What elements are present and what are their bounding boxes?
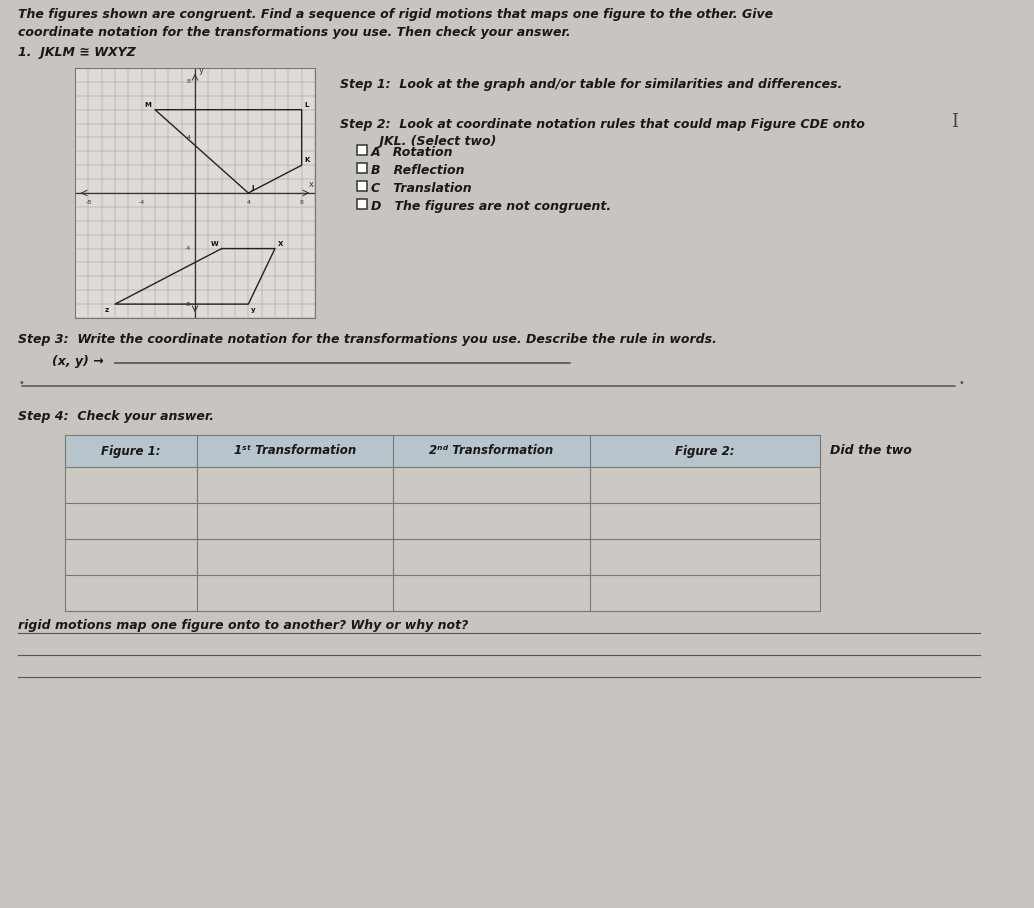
Text: -4: -4 [185, 246, 191, 251]
Bar [65, 467, 820, 503]
Text: X: X [278, 241, 283, 247]
Text: z: z [104, 308, 109, 313]
Bar [65, 539, 820, 575]
Text: Step 2:  Look at coordinate notation rules that could map Figure CDE onto: Step 2: Look at coordinate notation rule… [340, 118, 864, 131]
Bar [357, 163, 367, 173]
Text: I: I [951, 113, 959, 131]
Text: rigid motions map one figure onto to another? Why or why not?: rigid motions map one figure onto to ano… [18, 619, 468, 632]
Text: Figure 2:: Figure 2: [675, 445, 734, 458]
Text: 1ˢᵗ Transformation: 1ˢᵗ Transformation [234, 445, 357, 458]
Text: (x, y) →: (x, y) → [52, 355, 103, 368]
Bar [65, 435, 820, 467]
Text: L: L [304, 102, 309, 108]
Text: y: y [199, 66, 204, 75]
Bar [357, 181, 367, 191]
Text: coordinate notation for the transformations you use. Then check your answer.: coordinate notation for the transformati… [18, 26, 571, 39]
Text: A   Rotation: A Rotation [371, 146, 454, 159]
Bar [357, 199, 367, 209]
Text: x: x [308, 180, 313, 189]
Text: JKL. (Select two): JKL. (Select two) [340, 135, 496, 148]
Text: The figures shown are congruent. Find a sequence of rigid motions that maps one : The figures shown are congruent. Find a … [18, 8, 773, 21]
Text: 2ⁿᵈ Transformation: 2ⁿᵈ Transformation [429, 445, 553, 458]
Text: 4: 4 [187, 135, 191, 140]
Text: Step 3:  Write the coordinate notation for the transformations you use. Describe: Step 3: Write the coordinate notation fo… [18, 333, 717, 346]
Text: 4: 4 [246, 200, 250, 205]
Text: -4: -4 [139, 200, 145, 205]
Text: D   The figures are not congruent.: D The figures are not congruent. [371, 200, 611, 213]
Text: W: W [211, 241, 219, 247]
Bar [357, 145, 367, 155]
Text: y: y [251, 308, 255, 313]
Text: C   Translation: C Translation [371, 182, 472, 195]
Text: 8: 8 [187, 79, 191, 84]
Text: •: • [957, 378, 964, 388]
Text: -8: -8 [85, 200, 91, 205]
Text: Figure 1:: Figure 1: [101, 445, 161, 458]
Text: •: • [18, 378, 24, 388]
Text: 1.  JKLM ≅ WXYZ: 1. JKLM ≅ WXYZ [18, 46, 135, 59]
Text: K: K [304, 157, 310, 163]
Text: B   Reflection: B Reflection [371, 164, 464, 177]
Text: J: J [251, 185, 253, 192]
Bar [65, 575, 820, 611]
Text: Did the two: Did the two [830, 445, 912, 458]
Text: -8: -8 [185, 301, 191, 307]
Text: M: M [145, 102, 151, 108]
Text: Step 1:  Look at the graph and/or table for similarities and differences.: Step 1: Look at the graph and/or table f… [340, 78, 843, 91]
Text: 8: 8 [300, 200, 304, 205]
Text: Step 4:  Check your answer.: Step 4: Check your answer. [18, 410, 214, 423]
Bar [65, 503, 820, 539]
